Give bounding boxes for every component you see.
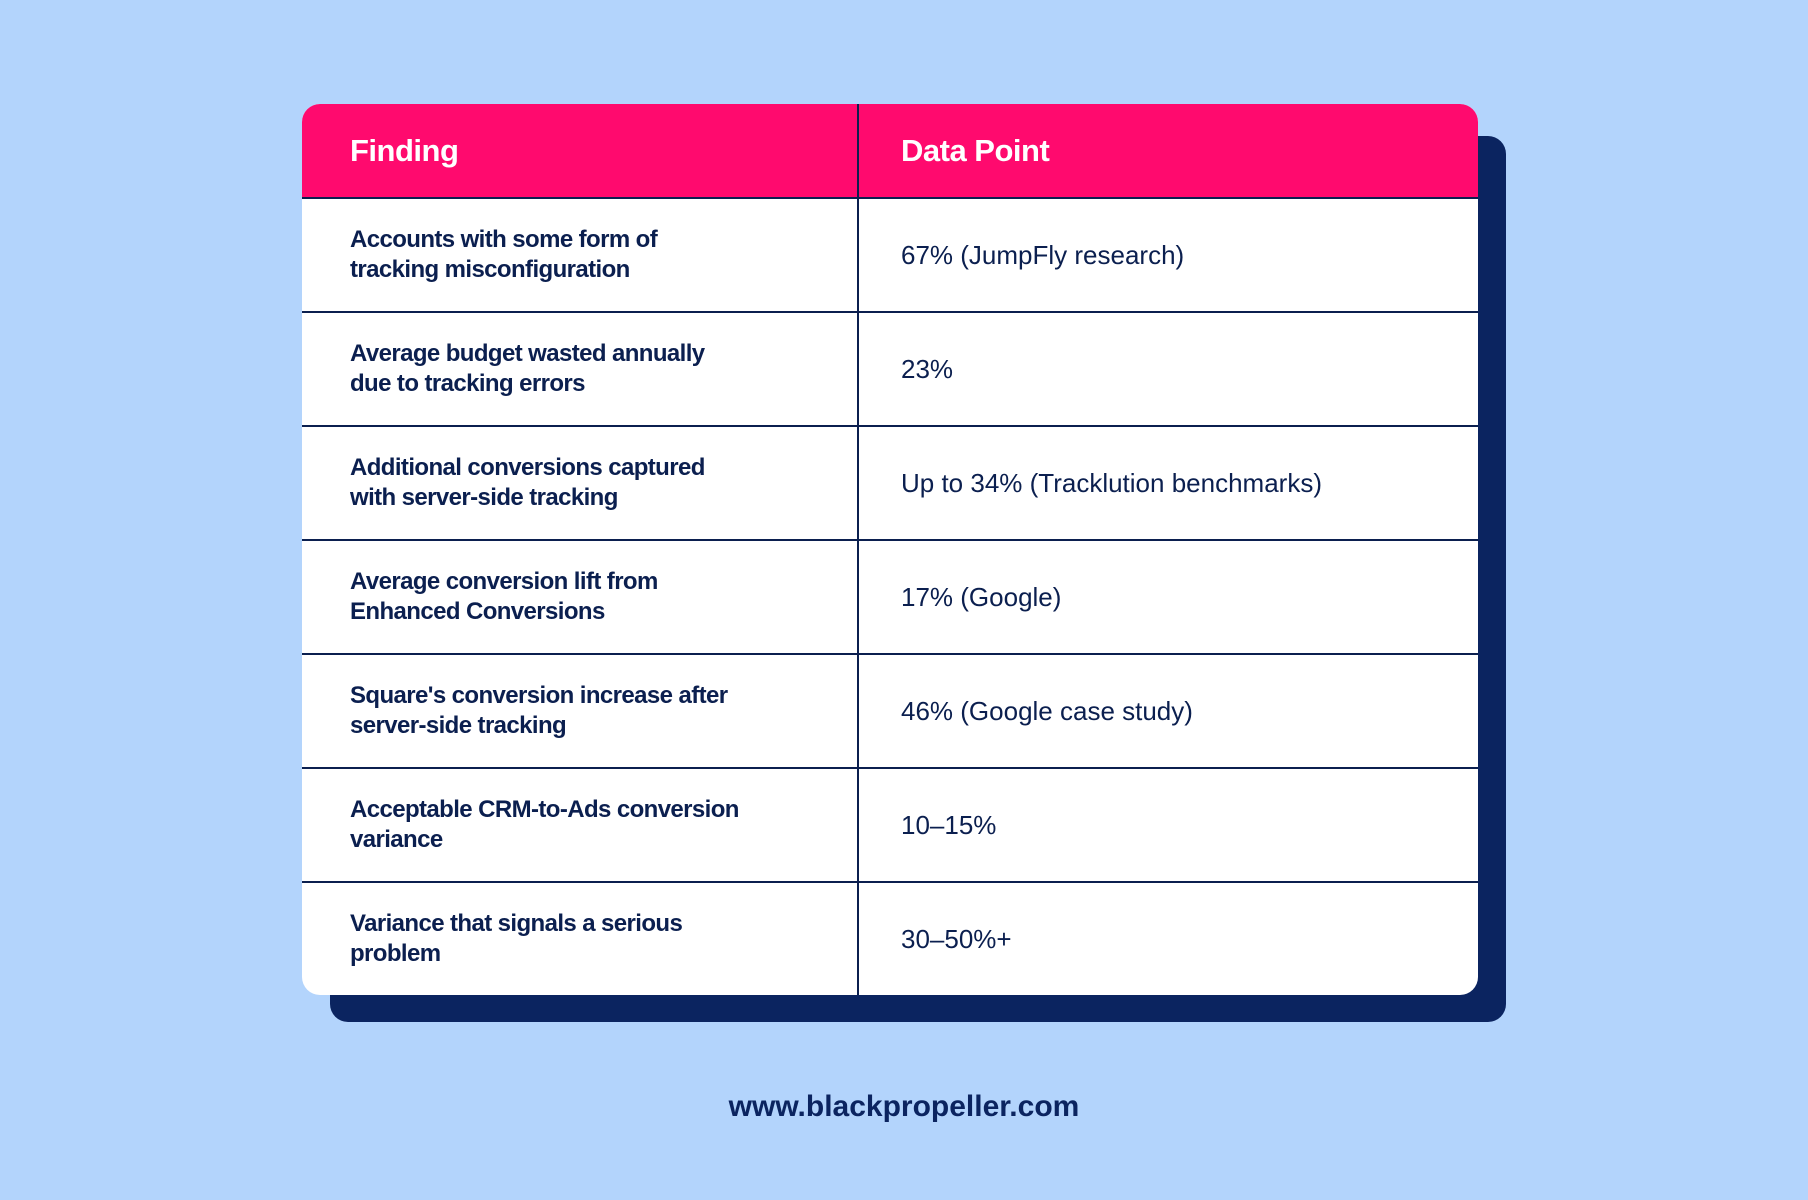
table: Finding Data Point Accounts with some fo… [302,104,1478,995]
table-row: Accounts with some form of tracking misc… [302,197,1478,311]
data-point-cell: 17% (Google) [901,581,1062,612]
finding-cell: Variance that signals a serious problem [302,883,859,995]
finding-cell: Average budget wasted annually due to tr… [302,313,859,425]
finding-cell: Acceptable CRM-to-Ads conversion varianc… [302,769,859,881]
table-header: Finding Data Point [302,104,1478,197]
finding-text: Square's conversion increase after serve… [350,682,728,739]
data-point-cell: 10–15% [901,809,997,840]
table-body: Accounts with some form of tracking misc… [302,197,1478,995]
finding-text: Acceptable CRM-to-Ads conversion varianc… [350,796,739,853]
finding-text: Average conversion lift from Enhanced Co… [350,568,658,625]
data-point-cell: 67% (JumpFly research) [901,239,1185,270]
table-row: Acceptable CRM-to-Ads conversion varianc… [302,767,1478,881]
finding-text: Average budget wasted annually due to tr… [350,340,705,397]
finding-text: Variance that signals a serious problem [350,910,683,967]
footer-url: www.blackpropeller.com [728,1090,1080,1123]
finding-cell: Accounts with some form of tracking misc… [302,199,859,311]
finding-cell: Square's conversion increase after serve… [302,655,859,767]
table-row: Additional conversions captured with ser… [302,425,1478,539]
table-row: Average budget wasted annually due to tr… [302,311,1478,425]
finding-text: Additional conversions captured with ser… [350,454,705,511]
header-cell: Data Point [901,132,1050,168]
data-point-cell: 46% (Google case study) [901,695,1193,726]
table-row: Average conversion lift from Enhanced Co… [302,539,1478,653]
header-cell: Finding [302,104,859,197]
data-point-cell: 23% [901,353,954,384]
finding-cell: Average conversion lift from Enhanced Co… [302,541,859,653]
finding-cell: Additional conversions captured with ser… [302,427,859,539]
data-point-cell: Up to 34% (Tracklution benchmarks) [901,467,1322,498]
table-row: Variance that signals a serious problem 3… [302,881,1478,995]
table-row: Square's conversion increase after serve… [302,653,1478,767]
finding-text: Accounts with some form of tracking misc… [350,226,658,283]
data-point-cell: 30–50%+ [901,923,1012,954]
